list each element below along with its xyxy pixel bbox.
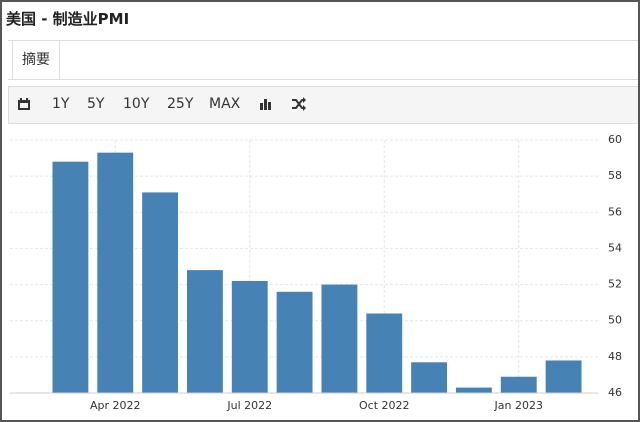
y-tick-label: 58: [608, 169, 622, 182]
bar-icon[interactable]: [259, 97, 273, 111]
bar: [276, 291, 313, 393]
range-button[interactable]: 10Y: [123, 96, 150, 112]
x-tick-label: Oct 2022: [359, 399, 410, 412]
tab[interactable]: 摘要: [12, 41, 60, 79]
bar: [545, 360, 582, 393]
y-tick-label: 52: [608, 278, 622, 291]
toolbar: 1Y 5Y 10Y 25Y MAX: [8, 86, 638, 124]
bar: [97, 152, 134, 393]
bar: [500, 376, 537, 393]
tab-bar: 摘要: [8, 40, 638, 80]
y-tick-label: 54: [608, 241, 622, 254]
title: 美国 - 制造业PMI: [6, 10, 130, 28]
x-tick-label: Jul 2022: [226, 399, 272, 412]
bar: [366, 313, 403, 393]
bar: [52, 161, 89, 393]
y-tick-label: 56: [608, 205, 622, 218]
range-button[interactable]: 25Y: [167, 96, 194, 112]
bar: [142, 192, 179, 393]
range-button[interactable]: MAX: [209, 96, 241, 112]
y-tick-label: 60: [608, 133, 622, 146]
x-tick-label: Apr 2022: [90, 399, 141, 412]
calendar-icon[interactable]: [17, 97, 31, 111]
bar: [231, 280, 268, 393]
range-button[interactable]: 5Y: [87, 96, 105, 112]
range-button[interactable]: 1Y: [52, 96, 70, 112]
bar: [455, 387, 492, 393]
y-tick-label: 50: [608, 314, 622, 327]
shuffle-icon[interactable]: [291, 97, 307, 111]
x-tick-label: Jan 2023: [494, 399, 543, 412]
bar: [411, 362, 448, 393]
bar: [321, 284, 358, 393]
y-tick-label: 46: [608, 386, 622, 399]
y-tick-label: 48: [608, 350, 622, 363]
bar: [186, 270, 223, 393]
